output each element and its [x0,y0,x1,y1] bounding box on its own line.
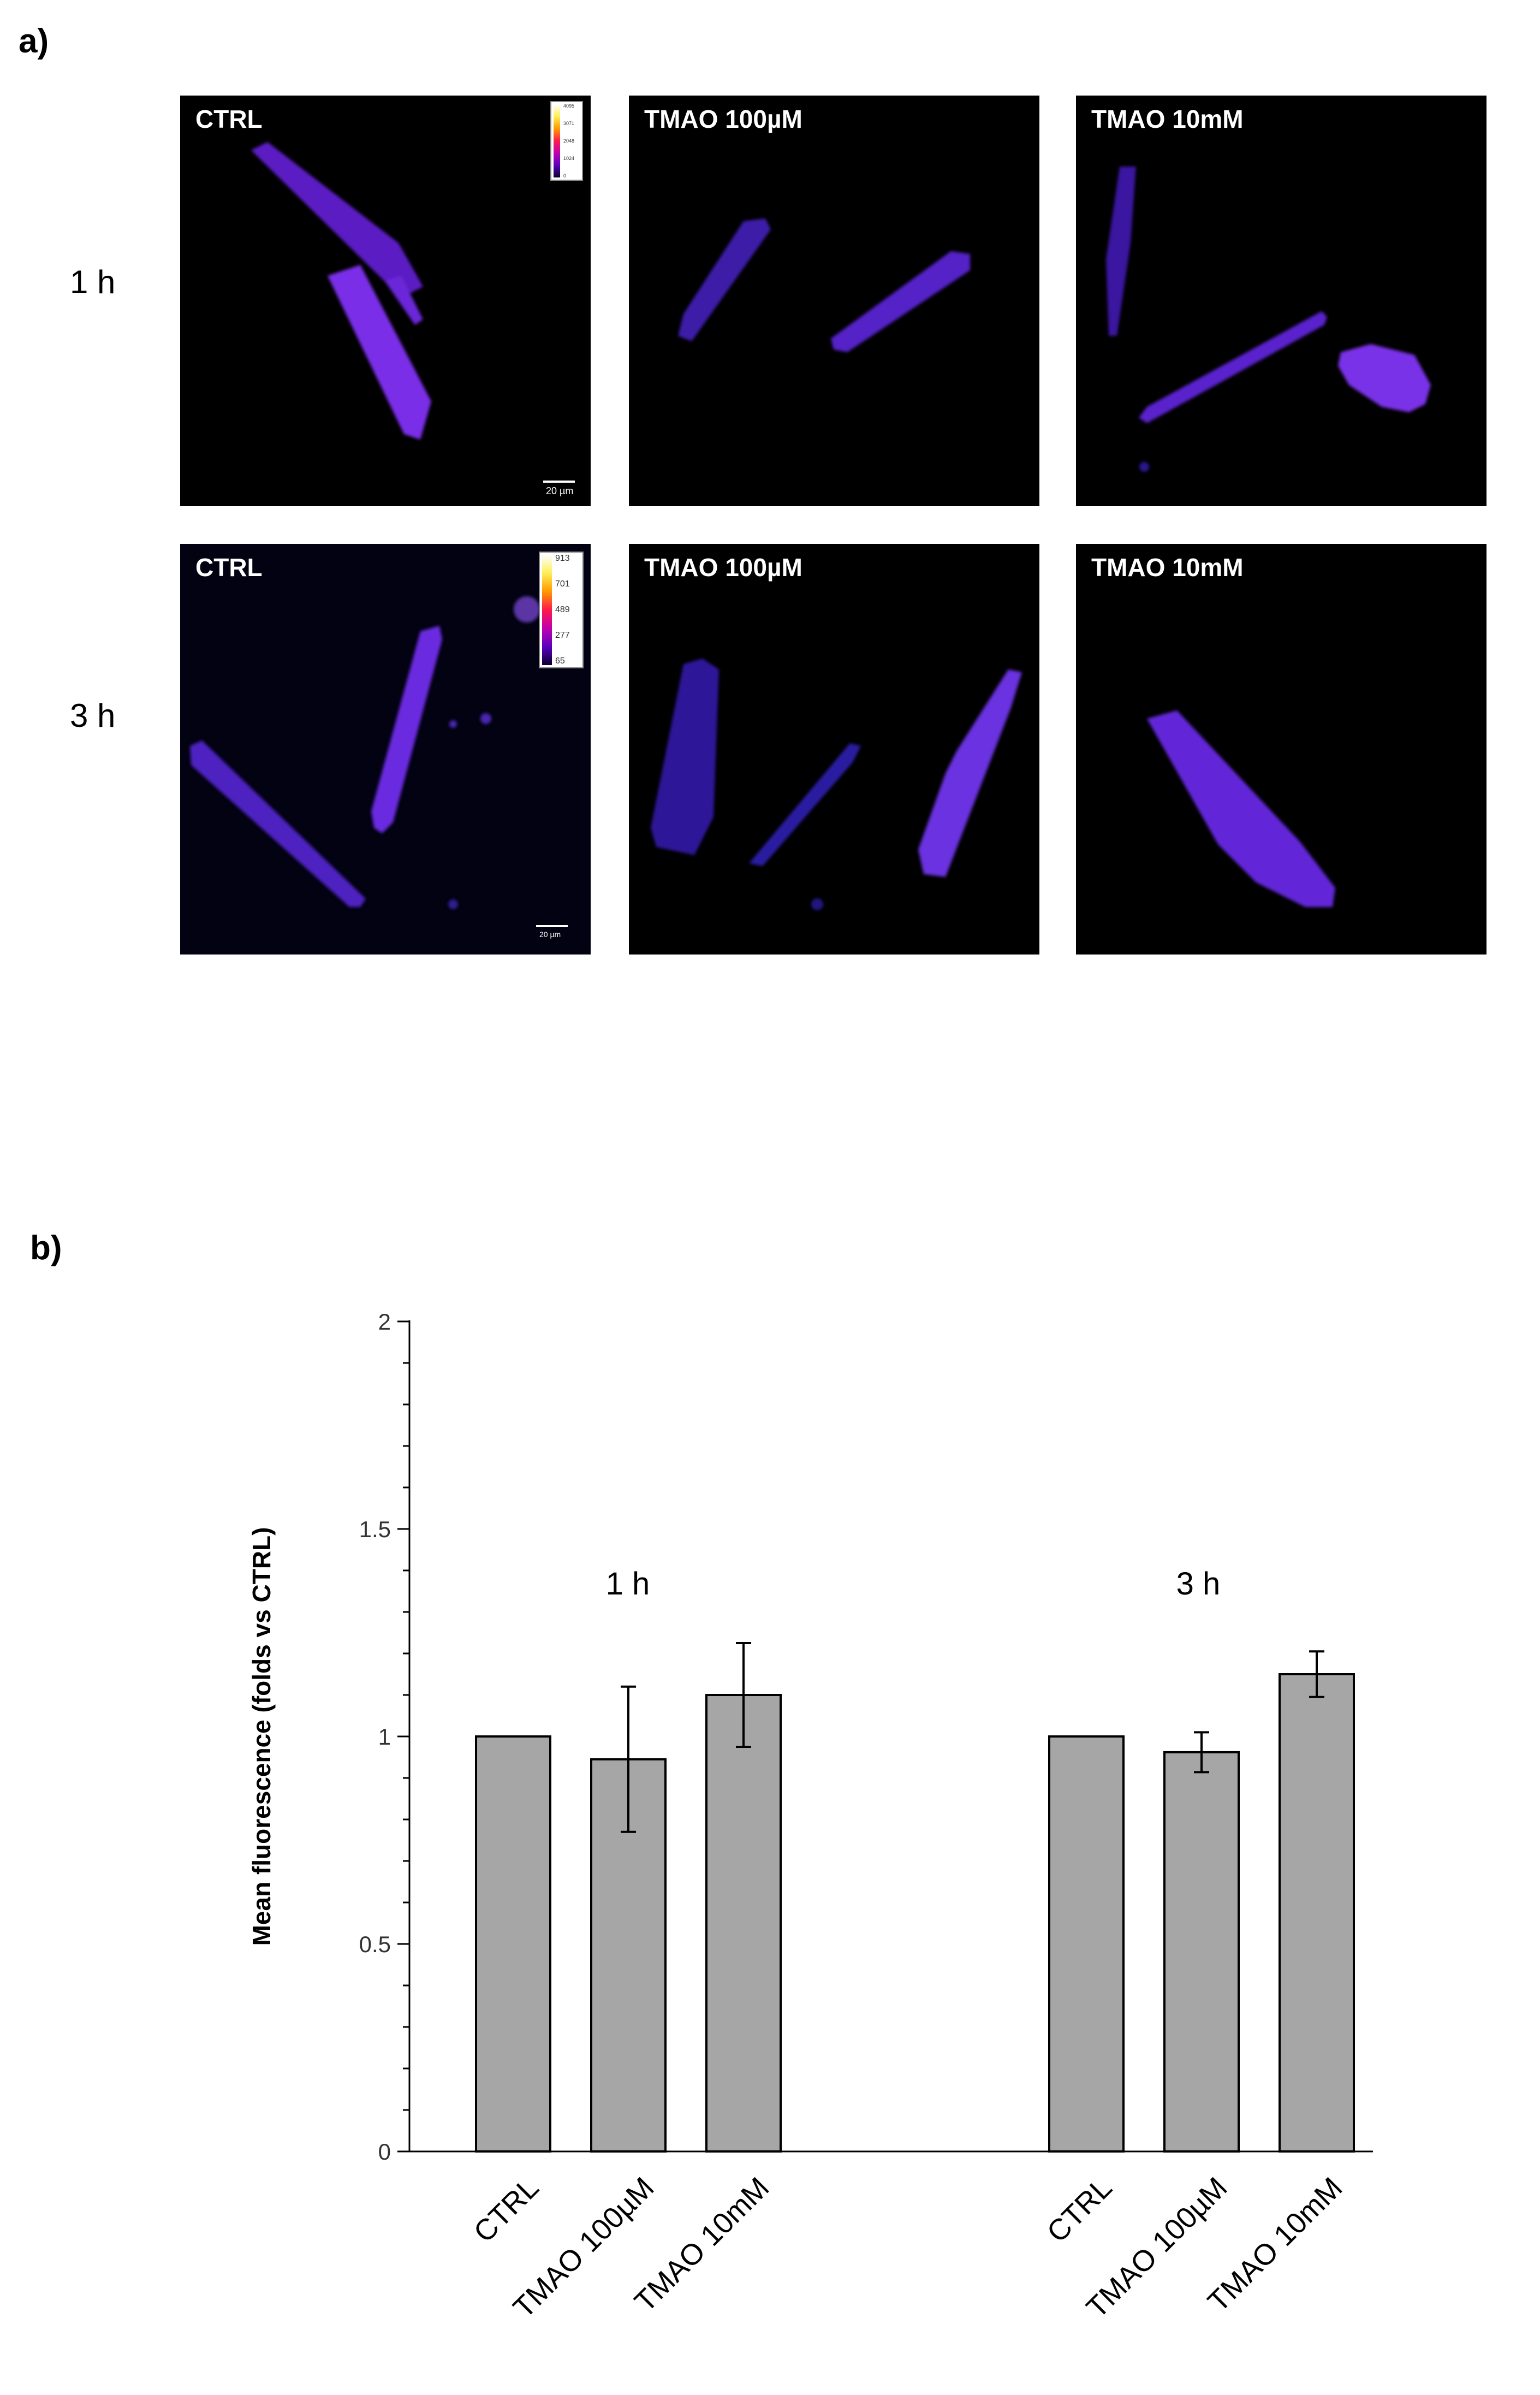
y-tick-label: 2 [378,1309,391,1335]
micrograph-3h-tmao-100um: TMAO 100µM [629,544,1039,955]
group-label: 3 h [1176,1566,1221,1602]
y-tick-label: 0.5 [359,1931,391,1957]
lut-tick: 701 [555,579,570,589]
image-title: TMAO 100µM [644,553,802,582]
lut-tick: 913 [555,554,570,563]
scale-bar [543,481,575,483]
category-label: CTRL [1040,2171,1118,2249]
lut-colorbar: 913 701 489 277 65 [539,552,584,668]
image-title: TMAO 100µM [644,105,802,133]
lut-tick: 0 [563,173,567,179]
lut-tick: 277 [555,631,570,640]
micrograph-1h-tmao-10mm: TMAO 10mM [1076,96,1487,506]
lut-tick: 1024 [563,156,575,161]
y-tick-label: 0 [378,2139,391,2165]
category-label: CTRL [467,2171,545,2249]
micrograph-1h-ctrl: CTRL 4095 3071 2048 1024 0 20 µm [180,96,591,506]
panel-a-letter: a) [19,22,49,60]
scale-bar-label: 20 µm [539,930,561,939]
bar [1163,1751,1240,2153]
row-label-3h: 3 h [70,697,116,734]
image-title: TMAO 10mM [1091,105,1244,133]
bar [1279,1673,1355,2153]
scale-bar [536,925,568,927]
panel-b-letter: b) [30,1229,62,1267]
image-title: CTRL [195,553,263,582]
lut-tick: 2048 [563,138,575,144]
bar-chart: 0 0.5 1 1.5 2 Mean fluorescence (folds vs CTR… [247,1309,1373,2325]
micrograph-3h-tmao-10mm: TMAO 10mM [1076,544,1487,955]
row-label-1h: 1 h [70,264,116,300]
y-axis-label: Mean fluorescence (folds vs CTRL) [247,1527,276,1946]
lut-tick: 65 [555,656,565,666]
y-tick-label: 1.5 [359,1516,391,1542]
bar [705,1694,782,2153]
micrograph-1h-tmao-100um: TMAO 100µM [629,96,1039,506]
image-title: TMAO 10mM [1091,553,1244,582]
lut-tick: 489 [555,605,570,614]
bar [1048,1735,1125,2153]
image-title: CTRL [195,105,263,133]
scale-bar-label: 20 µm [546,485,574,496]
lut-tick: 3071 [563,121,575,126]
lut-colorbar: 4095 3071 2048 1024 0 [550,101,583,181]
micrograph-3h-ctrl: CTRL 913 701 489 277 65 20 µm [180,544,591,955]
group-label: 1 h [606,1566,650,1602]
bar [475,1735,551,2153]
y-tick-label: 1 [378,1724,391,1750]
lut-tick: 4095 [563,103,575,109]
